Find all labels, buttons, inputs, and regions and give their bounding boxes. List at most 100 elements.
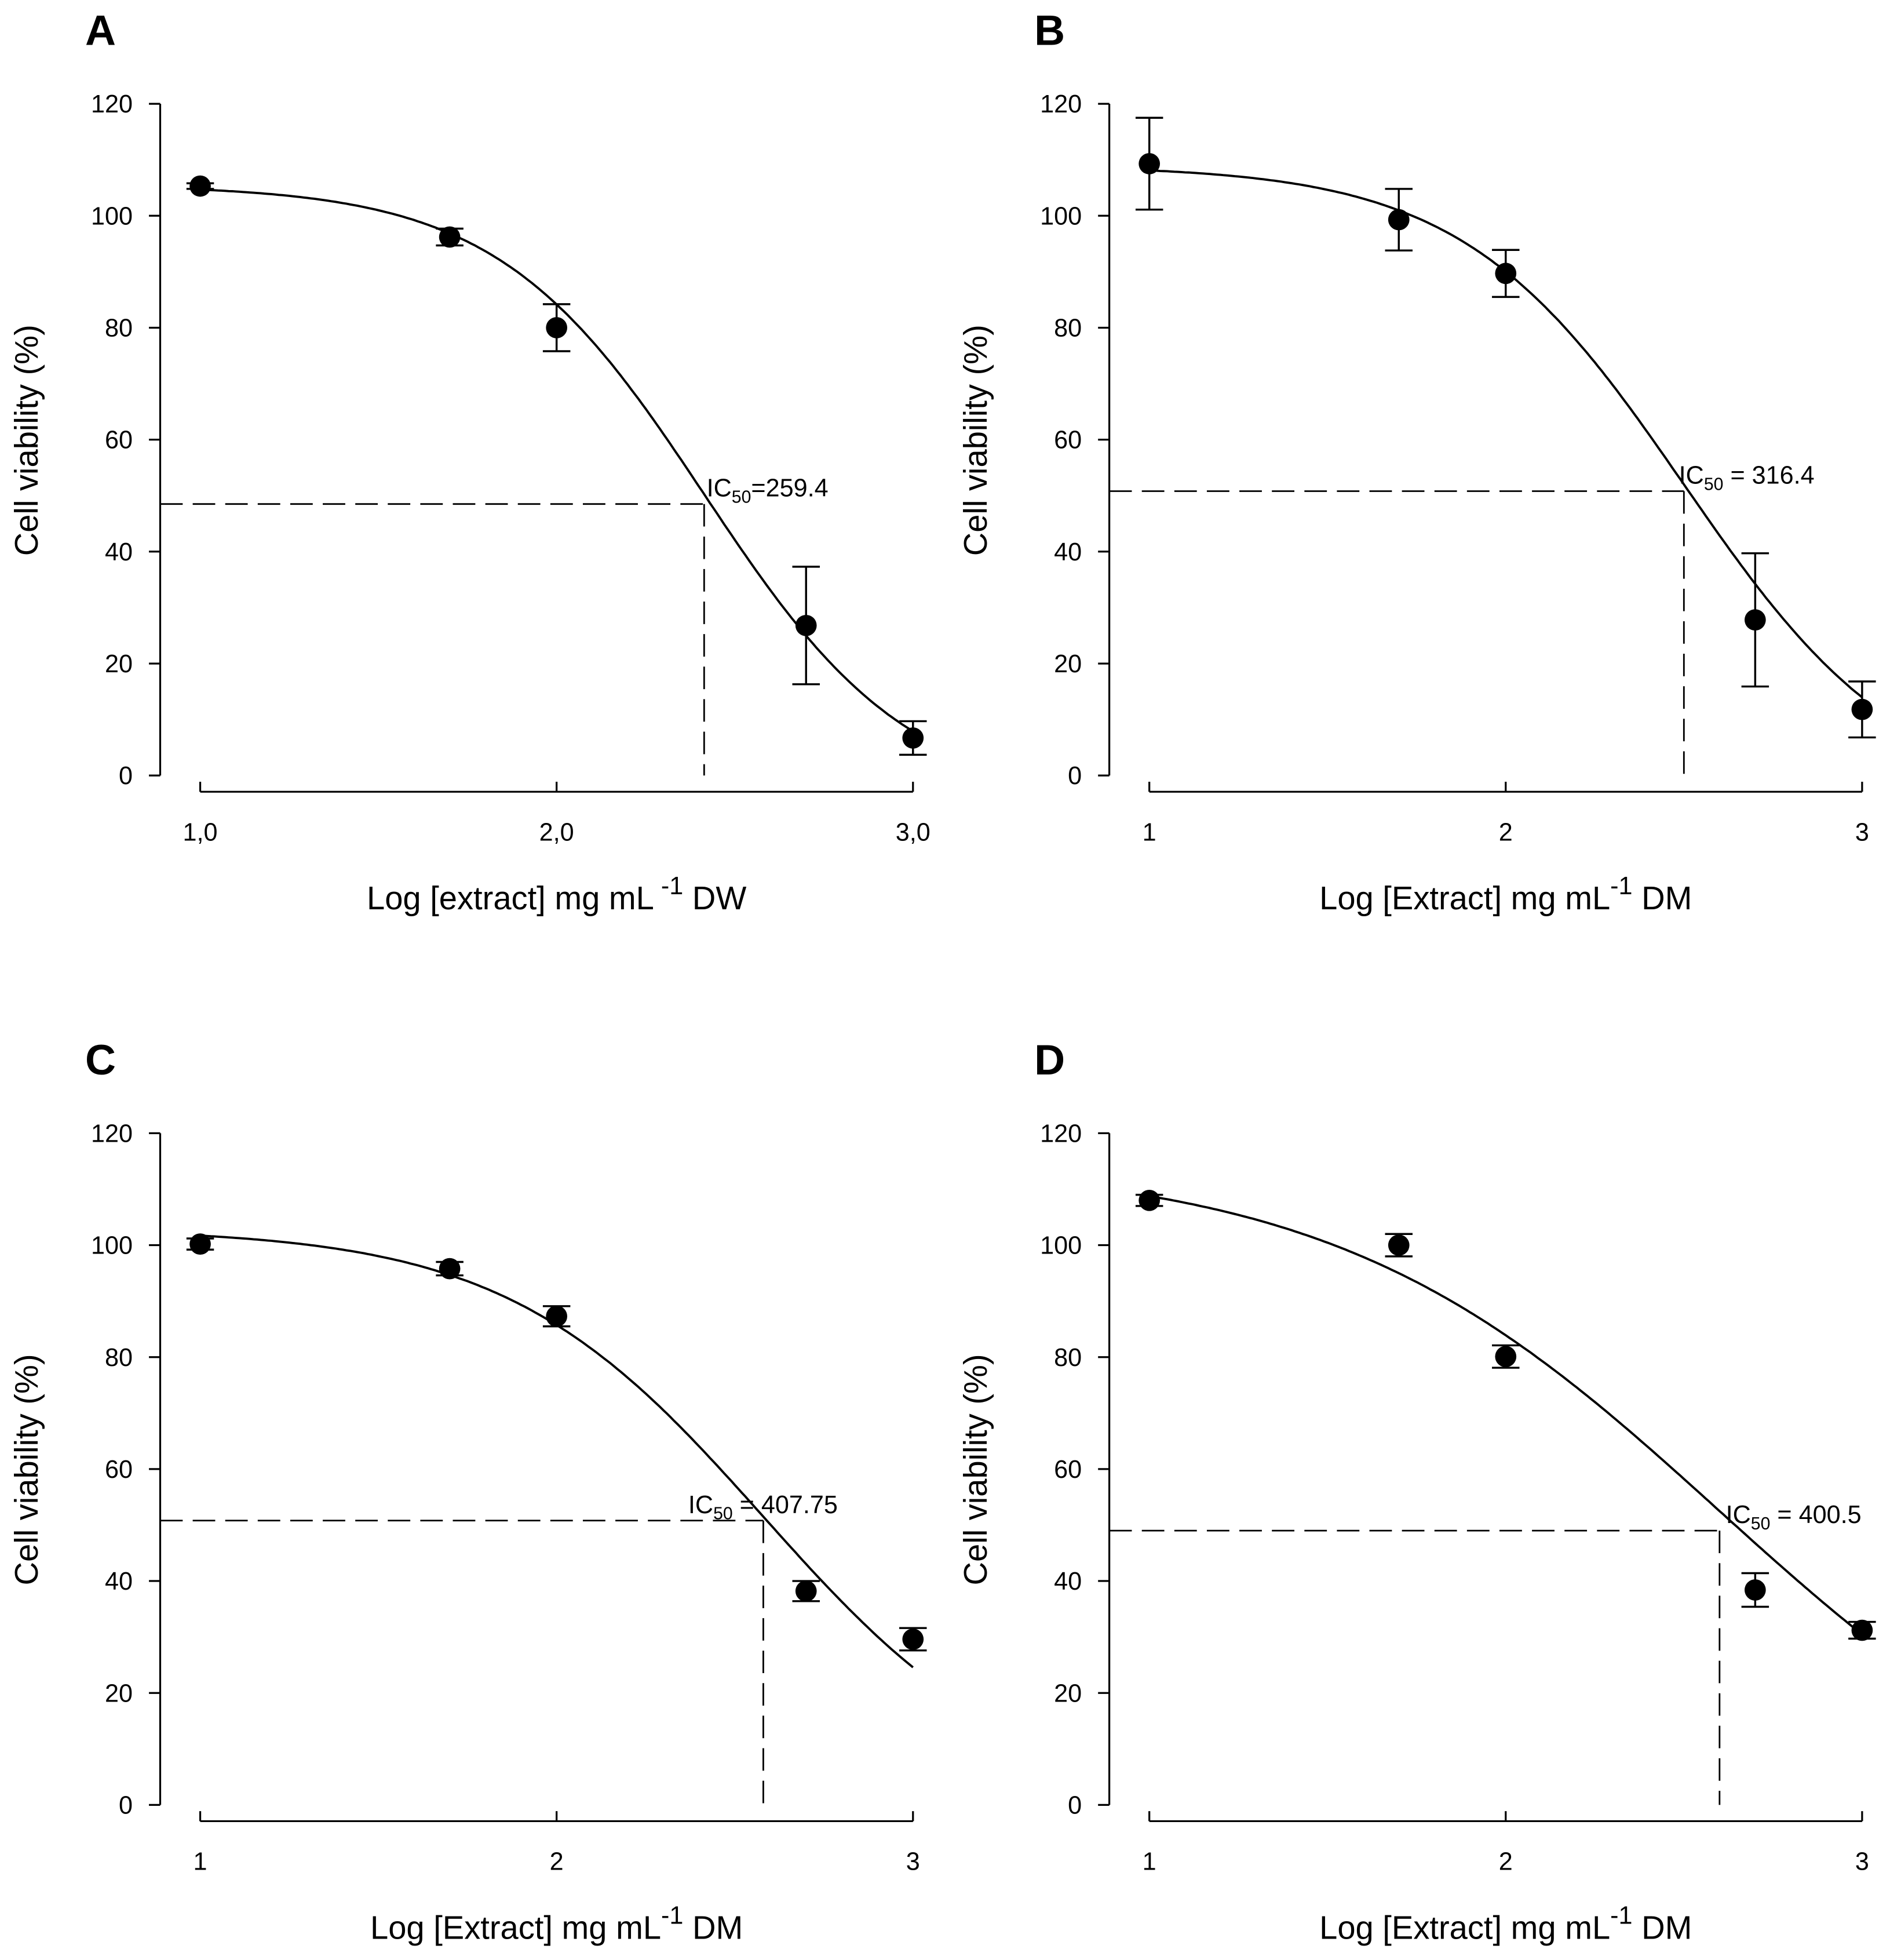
y-tick-label: 80 — [105, 315, 133, 343]
ic50-label: IC — [1679, 462, 1704, 490]
panel-letter: C — [85, 1036, 116, 1084]
y-tick-label: 40 — [105, 538, 133, 566]
data-point — [189, 175, 211, 197]
data-point — [902, 1629, 924, 1650]
data-point — [439, 226, 461, 248]
ic50-label: IC — [688, 1491, 713, 1519]
x-tick-label: 3 — [1855, 818, 1869, 846]
panel-a: A 0 20 40 60 80 100 120 1,0 2,0 3,0 Log [extract] m… — [8, 7, 931, 916]
x-tick-label: 3 — [906, 1848, 920, 1876]
y-tick-label: 60 — [105, 1456, 133, 1484]
x-axis-title: Log [extract] mg mL -1 DW — [367, 872, 746, 916]
y-tick-label: 80 — [1054, 315, 1082, 343]
x-axis-title-unit: DW — [683, 880, 746, 916]
data-point — [795, 614, 817, 636]
data-point — [1139, 1189, 1161, 1211]
data-point — [1388, 209, 1410, 231]
y-tick-label: 120 — [91, 90, 133, 118]
y-tick-label: 100 — [91, 1232, 133, 1260]
y-tick-label: 20 — [105, 1680, 133, 1707]
y-tick-label: 80 — [1054, 1344, 1082, 1372]
ic50-annotation: IC50=259.4 — [707, 475, 829, 507]
ic50-subscript: 50 — [732, 488, 751, 507]
y-tick-label: 40 — [105, 1568, 133, 1595]
x-tick-label: 3 — [1855, 1848, 1869, 1876]
x-tick-label: 2 — [1499, 818, 1513, 846]
data-point — [1851, 1619, 1873, 1641]
data-point — [1388, 1234, 1410, 1256]
ic50-annotation: IC50 = 400.5 — [1726, 1501, 1862, 1533]
y-tick-label: 60 — [105, 427, 133, 454]
y-tick-label: 80 — [105, 1344, 133, 1372]
data-point — [1744, 1579, 1766, 1601]
ic50-annotation: IC50 = 407.75 — [688, 1491, 838, 1524]
panel-letter: B — [1034, 7, 1065, 54]
x-axis-title-superscript: -1 — [1610, 872, 1632, 900]
x-axis-title-superscript: -1 — [1610, 1901, 1632, 1929]
data-point — [795, 1580, 817, 1602]
panel-letter: A — [85, 7, 116, 54]
y-tick-label: 100 — [1040, 1232, 1082, 1260]
ic50-value: = 407.75 — [733, 1491, 838, 1519]
panel-letter: D — [1034, 1036, 1065, 1084]
data-point — [189, 1233, 211, 1255]
panel-d: D 0 20 40 60 80 100 120 1 2 3 Log [Extract] mg mL-1… — [957, 1036, 1876, 1946]
fitted-curve — [1149, 1195, 1863, 1635]
y-tick-label: 0 — [119, 762, 133, 790]
x-axis-title-main: Log [extract] mg mL — [367, 880, 654, 916]
data-point — [902, 727, 924, 749]
y-tick-label: 100 — [91, 202, 133, 230]
x-axis-title: Log [Extract] mg mL-1 DM — [1319, 1901, 1692, 1946]
x-tick-label: 3,0 — [896, 818, 931, 846]
ic50-subscript: 50 — [1704, 475, 1724, 494]
y-axis-title: Cell viability (%) — [8, 325, 45, 556]
ic50-value: =259.4 — [751, 475, 828, 502]
ic50-label: IC — [1726, 1501, 1751, 1529]
ic50-label: IC — [707, 475, 732, 502]
y-tick-label: 0 — [1068, 762, 1082, 790]
data-point — [1744, 609, 1766, 631]
y-tick-label: 0 — [1068, 1791, 1082, 1819]
x-axis-title-superscript: -1 — [661, 1901, 683, 1929]
ic50-value: = 316.4 — [1723, 462, 1814, 490]
x-axis-title-superscript: -1 — [654, 872, 683, 900]
x-axis-title: Log [Extract] mg mL-1 DM — [1319, 872, 1692, 916]
data-point — [1139, 153, 1161, 174]
fitted-curve — [200, 1234, 914, 1668]
x-tick-label: 1,0 — [183, 818, 218, 846]
y-tick-label: 100 — [1040, 202, 1082, 230]
x-tick-label: 1 — [194, 1848, 207, 1876]
x-axis-title-unit: DM — [1633, 880, 1692, 916]
panel-c: C 0 20 40 60 80 100 120 1 2 3 Log [Extract] mg mL-1… — [8, 1036, 927, 1946]
y-axis-title: Cell viability (%) — [957, 1354, 994, 1585]
x-tick-label: 1 — [1143, 818, 1156, 846]
x-axis-title-main: Log [Extract] mg mL — [1319, 880, 1610, 916]
data-point — [1495, 1346, 1517, 1368]
y-tick-label: 20 — [1054, 650, 1082, 678]
y-tick-label: 120 — [1040, 90, 1082, 118]
x-tick-label: 2 — [1499, 1848, 1513, 1876]
y-tick-label: 60 — [1054, 427, 1082, 454]
data-point — [546, 317, 567, 338]
data-point — [546, 1305, 567, 1327]
y-tick-label: 40 — [1054, 538, 1082, 566]
x-tick-label: 1 — [1143, 1848, 1156, 1876]
data-point — [1495, 263, 1517, 285]
ic50-annotation: IC50 = 316.4 — [1679, 462, 1815, 494]
x-axis-title-main: Log [Extract] mg mL — [370, 1909, 661, 1946]
ic50-subscript: 50 — [1751, 1514, 1771, 1533]
ic50-value: = 400.5 — [1770, 1501, 1861, 1529]
y-tick-label: 20 — [1054, 1680, 1082, 1707]
y-tick-label: 120 — [91, 1120, 133, 1147]
y-tick-label: 20 — [105, 650, 133, 678]
data-point — [439, 1258, 461, 1280]
y-axis-title: Cell viability (%) — [957, 325, 994, 556]
x-axis-title: Log [Extract] mg mL-1 DM — [370, 1901, 743, 1946]
y-axis-title: Cell viability (%) — [8, 1354, 45, 1585]
data-point — [1851, 698, 1873, 720]
x-tick-label: 2,0 — [539, 818, 574, 846]
x-axis-title-main: Log [Extract] mg mL — [1319, 1909, 1610, 1946]
y-tick-label: 120 — [1040, 1120, 1082, 1147]
y-tick-label: 0 — [119, 1791, 133, 1819]
